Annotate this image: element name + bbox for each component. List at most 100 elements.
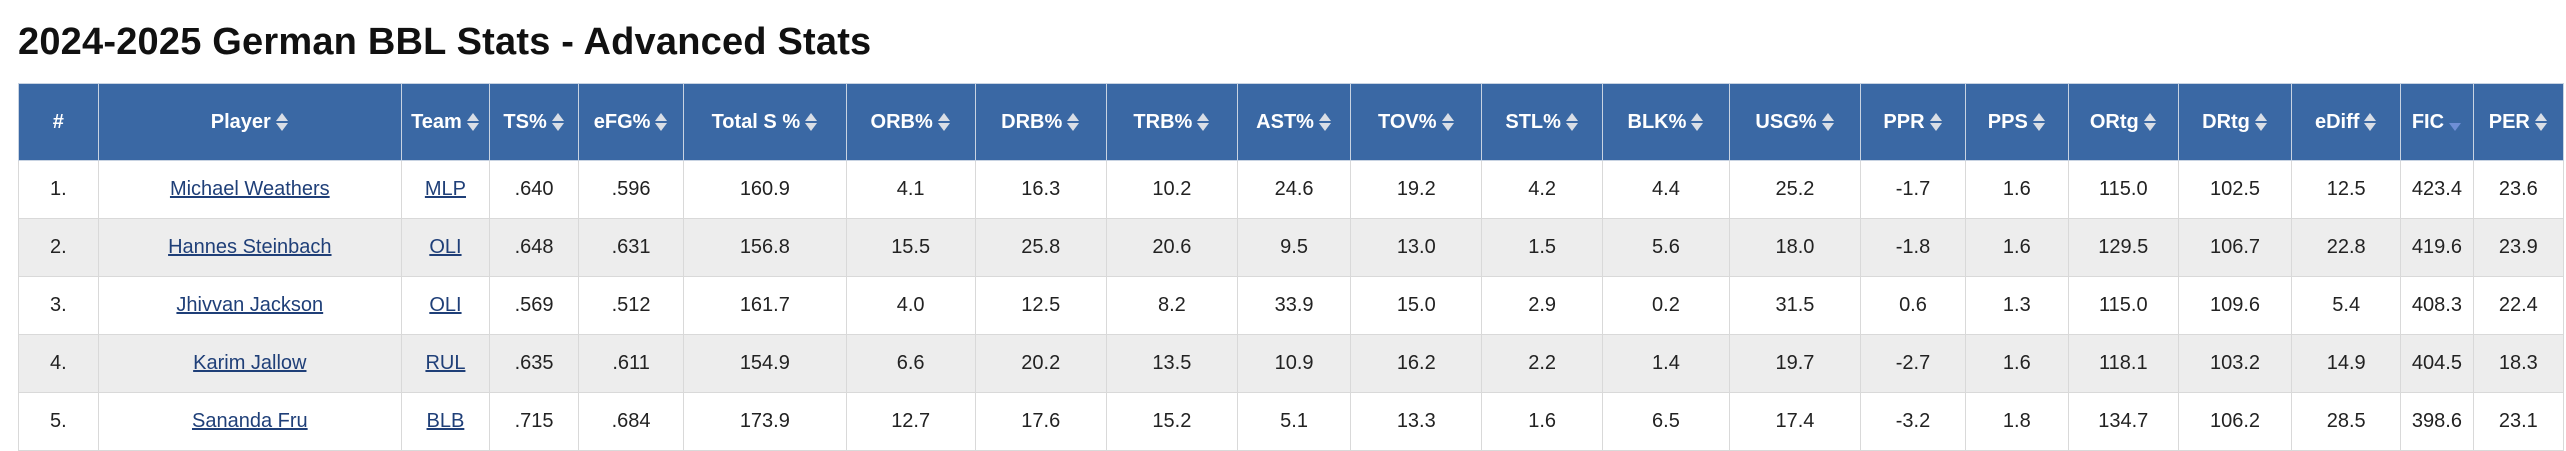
cell-ortg: 134.7 [2067, 392, 2179, 451]
sort-down-arrow-icon [1821, 123, 1834, 131]
sort-down-arrow-icon [2032, 123, 2045, 131]
player-link[interactable]: Hannes Steinbach [168, 236, 332, 258]
sort-up-arrow-icon [937, 113, 950, 121]
player-link[interactable]: Michael Weathers [169, 178, 330, 200]
team-cell: BLB [400, 392, 491, 451]
sort-up-arrow-icon [1691, 113, 1704, 121]
sort-up-arrow-icon [1929, 113, 1942, 121]
cell-ast: 10.9 [1236, 334, 1352, 393]
cell-usg: 31.5 [1728, 276, 1862, 335]
cell-blk: 1.4 [1601, 334, 1730, 393]
column-header-ortg[interactable]: ORtg [2067, 83, 2179, 161]
column-header-player[interactable]: Player [97, 83, 402, 161]
column-header-ts[interactable]: TS% [488, 83, 580, 161]
cell-orb: 4.0 [845, 276, 976, 335]
player-link[interactable]: Karim Jallow [193, 352, 307, 374]
sort-up-arrow-icon [2032, 113, 2045, 121]
table-body: 1. Michael Weathers MLP .640.596 160.9 4.1 16.… [18, 160, 2565, 451]
column-header-content: DRB% [1001, 111, 1080, 134]
cell-total-s: 154.9 [683, 334, 847, 393]
sort-down-arrow-icon [1067, 123, 1080, 131]
column-header-fic[interactable]: FIC [2400, 83, 2474, 161]
player-cell: Jhivvan Jackson [97, 276, 402, 335]
cell-fic: 419.6 [2400, 218, 2474, 277]
column-header-ppr[interactable]: PPR [1860, 83, 1966, 161]
cell-trb: 13.5 [1105, 334, 1238, 393]
cell-stl: 2.2 [1481, 334, 1603, 393]
cell-pps: 1.3 [1964, 276, 2069, 335]
column-header-trb[interactable]: TRB% [1105, 83, 1238, 161]
cell-rank: 1. [18, 160, 99, 219]
player-link[interactable]: Jhivvan Jackson [176, 294, 324, 316]
sort-icon [466, 111, 480, 133]
column-header-label: BLK% [1627, 110, 1687, 133]
column-header-content: STL% [1505, 111, 1579, 134]
sort-icon [2254, 111, 2268, 133]
sort-up-arrow-icon [1441, 113, 1454, 121]
column-header-content: Player [211, 111, 289, 134]
column-header-orb[interactable]: ORB% [845, 83, 976, 161]
column-header-content: TRB% [1133, 111, 1210, 134]
cell-ts: .715 [488, 392, 580, 451]
sort-down-arrow-icon [1929, 123, 1942, 131]
sort-up-arrow-icon [805, 113, 818, 121]
column-header-ast[interactable]: AST% [1236, 83, 1352, 161]
cell-stl: 4.2 [1481, 160, 1603, 219]
column-header-per[interactable]: PER [2472, 83, 2565, 161]
column-header-total-s[interactable]: Total S % [683, 83, 847, 161]
cell-pps: 1.6 [1964, 334, 2069, 393]
team-link[interactable]: BLB [426, 410, 465, 432]
cell-stl: 1.5 [1481, 218, 1603, 277]
cell-tov: 15.0 [1350, 276, 1483, 335]
column-header-ediff[interactable]: eDiff [2291, 83, 2402, 161]
cell-ediff: 28.5 [2291, 392, 2402, 451]
cell-ppr: -1.7 [1860, 160, 1966, 219]
team-link[interactable]: MLP [424, 178, 466, 200]
sort-icon [1066, 111, 1080, 133]
player-cell: Hannes Steinbach [97, 218, 402, 277]
column-header-pps[interactable]: PPS [1964, 83, 2069, 161]
column-header-blk[interactable]: BLK% [1601, 83, 1730, 161]
column-header-tov[interactable]: TOV% [1350, 83, 1483, 161]
column-header-label: eDiff [2314, 110, 2360, 133]
cell-rank: 2. [18, 218, 99, 277]
cell-fic: 423.4 [2400, 160, 2474, 219]
sort-up-arrow-icon [2254, 113, 2267, 121]
team-link[interactable]: RUL [425, 352, 466, 374]
table-header-row: # Player Team TS% eFG% Total S % ORB% DRB% TRB% A… [18, 83, 2565, 161]
cell-pps: 1.6 [1964, 160, 2069, 219]
cell-trb: 20.6 [1105, 218, 1238, 277]
column-header-content: ORtg [2090, 111, 2157, 134]
sort-up-arrow-icon [2364, 113, 2377, 121]
cell-drtg: 109.6 [2177, 276, 2293, 335]
sort-up-arrow-icon [1565, 113, 1578, 121]
sort-icon [2032, 111, 2046, 133]
team-link[interactable]: OLI [429, 294, 462, 316]
team-link[interactable]: OLI [429, 236, 462, 258]
team-cell: MLP [400, 160, 491, 219]
sort-up-arrow-icon [1197, 113, 1210, 121]
column-header-usg[interactable]: USG% [1728, 83, 1862, 161]
sort-descending-icon [2448, 111, 2462, 133]
column-header-label: Player [210, 110, 271, 133]
sort-up-arrow-icon [275, 113, 288, 121]
cell-trb: 8.2 [1105, 276, 1238, 335]
column-header-drb[interactable]: DRB% [974, 83, 1107, 161]
cell-ts: .640 [488, 160, 580, 219]
cell-rank: 4. [18, 334, 99, 393]
cell-usg: 19.7 [1728, 334, 1862, 393]
column-header-team[interactable]: Team [400, 83, 491, 161]
team-cell: OLI [400, 218, 491, 277]
player-link[interactable]: Sananda Fru [191, 410, 308, 432]
cell-total-s: 160.9 [683, 160, 847, 219]
cell-per: 23.1 [2472, 392, 2565, 451]
column-header-drtg[interactable]: DRtg [2177, 83, 2293, 161]
cell-ediff: 14.9 [2291, 334, 2402, 393]
table-row: 2. Hannes Steinbach OLI .648.631 156.8 15.5 25… [18, 218, 2565, 277]
column-header-stl[interactable]: STL% [1481, 83, 1603, 161]
cell-efg: .684 [578, 392, 685, 451]
column-header-efg[interactable]: eFG% [578, 83, 685, 161]
sort-up-arrow-icon [551, 113, 564, 121]
cell-ortg: 115.0 [2067, 160, 2179, 219]
sort-up-arrow-icon [1821, 113, 1834, 121]
